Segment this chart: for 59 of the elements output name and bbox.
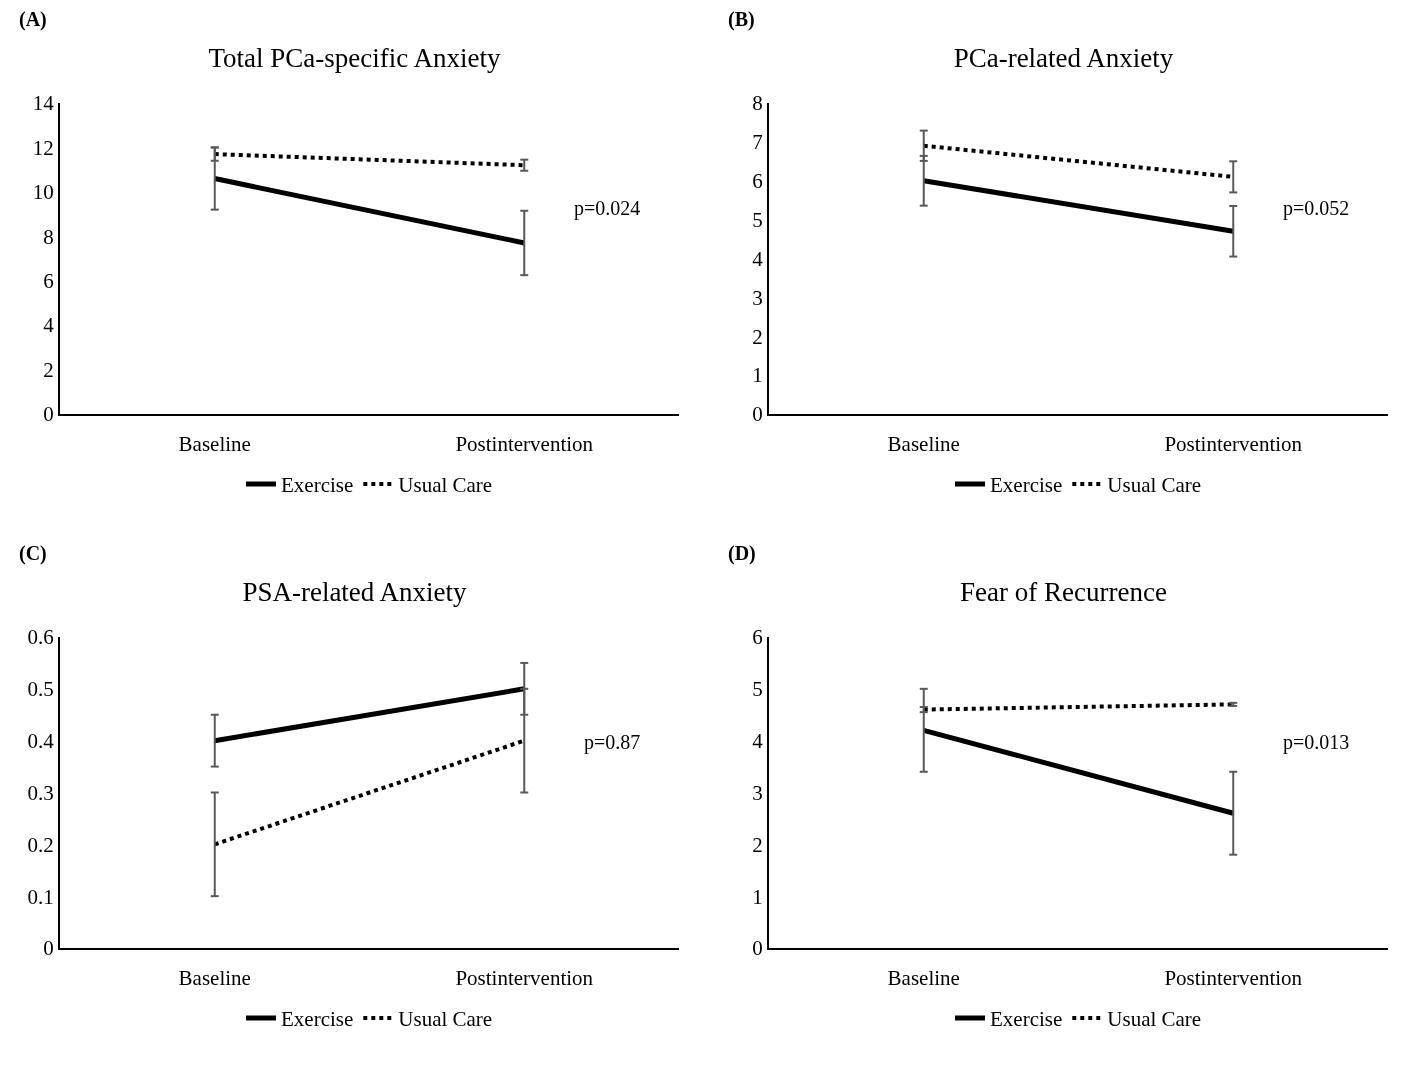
chart-title: Fear of Recurrence — [960, 576, 1167, 607]
y-tick-label: 6 — [752, 169, 763, 194]
x-tick-label: Postintervention — [455, 966, 594, 991]
legend-label: Exercise — [990, 1007, 1063, 1032]
y-tick-label: 0 — [43, 402, 54, 427]
legend-label: Exercise — [281, 473, 354, 498]
legend-label: Usual Care — [1107, 1007, 1202, 1032]
chart-title: Total PCa-specific Anxiety — [208, 42, 502, 73]
x-tick-label: Postintervention — [1164, 966, 1303, 991]
y-tick-label: 0.3 — [27, 780, 54, 805]
y-tick-label: 10 — [32, 180, 54, 205]
annotation: p=0.87 — [584, 731, 641, 754]
y-tick-label: 4 — [752, 246, 764, 271]
y-tick-label: 1 — [752, 884, 763, 909]
y-tick-label: 4 — [43, 313, 55, 338]
y-tick-label: 0 — [752, 402, 763, 427]
text: (A) — [19, 8, 47, 31]
y-tick-label: 0 — [43, 936, 54, 961]
text: (B) — [728, 8, 755, 31]
y-tick-label: 0.4 — [27, 729, 55, 754]
y-tick-label: 0.1 — [27, 884, 54, 909]
y-tick-label: 0 — [752, 936, 763, 961]
legend-label: Exercise — [990, 473, 1063, 498]
y-tick-label: 2 — [752, 324, 763, 349]
y-tick-label: 0.6 — [27, 625, 54, 650]
text: (D) — [728, 542, 756, 565]
y-tick-label: 5 — [752, 207, 763, 232]
y-tick-label: 2 — [43, 357, 54, 382]
y-tick-label: 7 — [752, 130, 763, 155]
x-tick-label: Postintervention — [455, 432, 594, 457]
y-tick-label: 8 — [43, 224, 54, 249]
legend-label: Usual Care — [398, 473, 493, 498]
x-tick-label: Postintervention — [1164, 432, 1303, 457]
chart-title: PCa-related Anxiety — [953, 42, 1174, 73]
y-tick-label: 2 — [752, 832, 763, 857]
y-tick-label: 0.2 — [27, 832, 54, 857]
annotation: p=0.052 — [1283, 197, 1350, 220]
annotation: p=0.024 — [574, 197, 641, 220]
y-tick-label: 8 — [752, 91, 763, 116]
y-tick-label: 3 — [752, 780, 763, 805]
legend-label: Usual Care — [398, 1007, 493, 1032]
annotation: p=0.013 — [1283, 731, 1350, 754]
x-tick-label: Baseline — [178, 432, 251, 457]
y-tick-label: 6 — [43, 269, 54, 294]
x-tick-label: Baseline — [178, 966, 251, 991]
text: (C) — [19, 542, 47, 565]
legend-label: Exercise — [281, 1007, 354, 1032]
y-tick-label: 14 — [32, 91, 55, 116]
chart-title: PSA-related Anxiety — [242, 576, 468, 607]
y-tick-label: 3 — [752, 285, 763, 310]
y-tick-label: 0.5 — [27, 677, 54, 702]
x-tick-label: Baseline — [887, 966, 960, 991]
y-tick-label: 6 — [752, 625, 763, 650]
y-tick-label: 5 — [752, 677, 763, 702]
x-tick-label: Baseline — [887, 432, 960, 457]
y-tick-label: 4 — [752, 729, 764, 754]
y-tick-label: 1 — [752, 363, 763, 388]
y-tick-label: 12 — [32, 135, 54, 160]
legend-label: Usual Care — [1107, 473, 1202, 498]
